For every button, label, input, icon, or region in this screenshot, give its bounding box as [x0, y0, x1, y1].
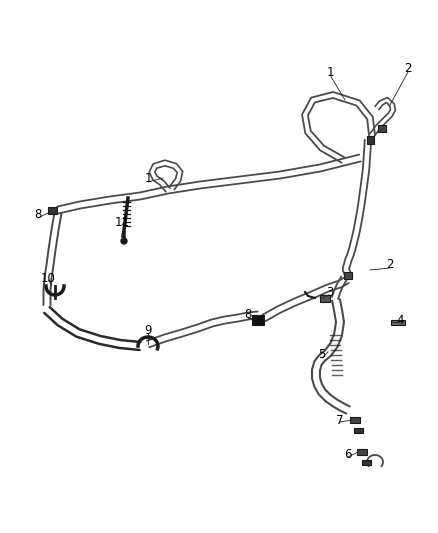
Circle shape: [121, 238, 127, 244]
Text: 8: 8: [34, 208, 42, 222]
Text: 8: 8: [244, 309, 252, 321]
Bar: [378, 125, 386, 132]
Bar: [344, 271, 352, 279]
Text: 5: 5: [318, 349, 326, 361]
Bar: [252, 315, 264, 325]
Bar: [361, 459, 371, 464]
Text: 4: 4: [396, 313, 404, 327]
Text: 7: 7: [336, 414, 344, 426]
Bar: [353, 427, 363, 432]
Text: 2: 2: [404, 61, 412, 75]
Text: 11: 11: [114, 215, 130, 229]
Bar: [47, 206, 57, 214]
Bar: [391, 319, 405, 325]
Text: 2: 2: [386, 259, 394, 271]
Text: 10: 10: [41, 271, 56, 285]
Text: 6: 6: [344, 448, 352, 462]
Bar: [357, 449, 367, 455]
Text: 1: 1: [326, 66, 334, 78]
Bar: [320, 295, 330, 302]
Text: 1: 1: [144, 172, 152, 184]
Text: 3: 3: [326, 286, 334, 298]
Bar: [367, 136, 374, 144]
Text: 9: 9: [144, 324, 152, 336]
Bar: [350, 417, 360, 423]
